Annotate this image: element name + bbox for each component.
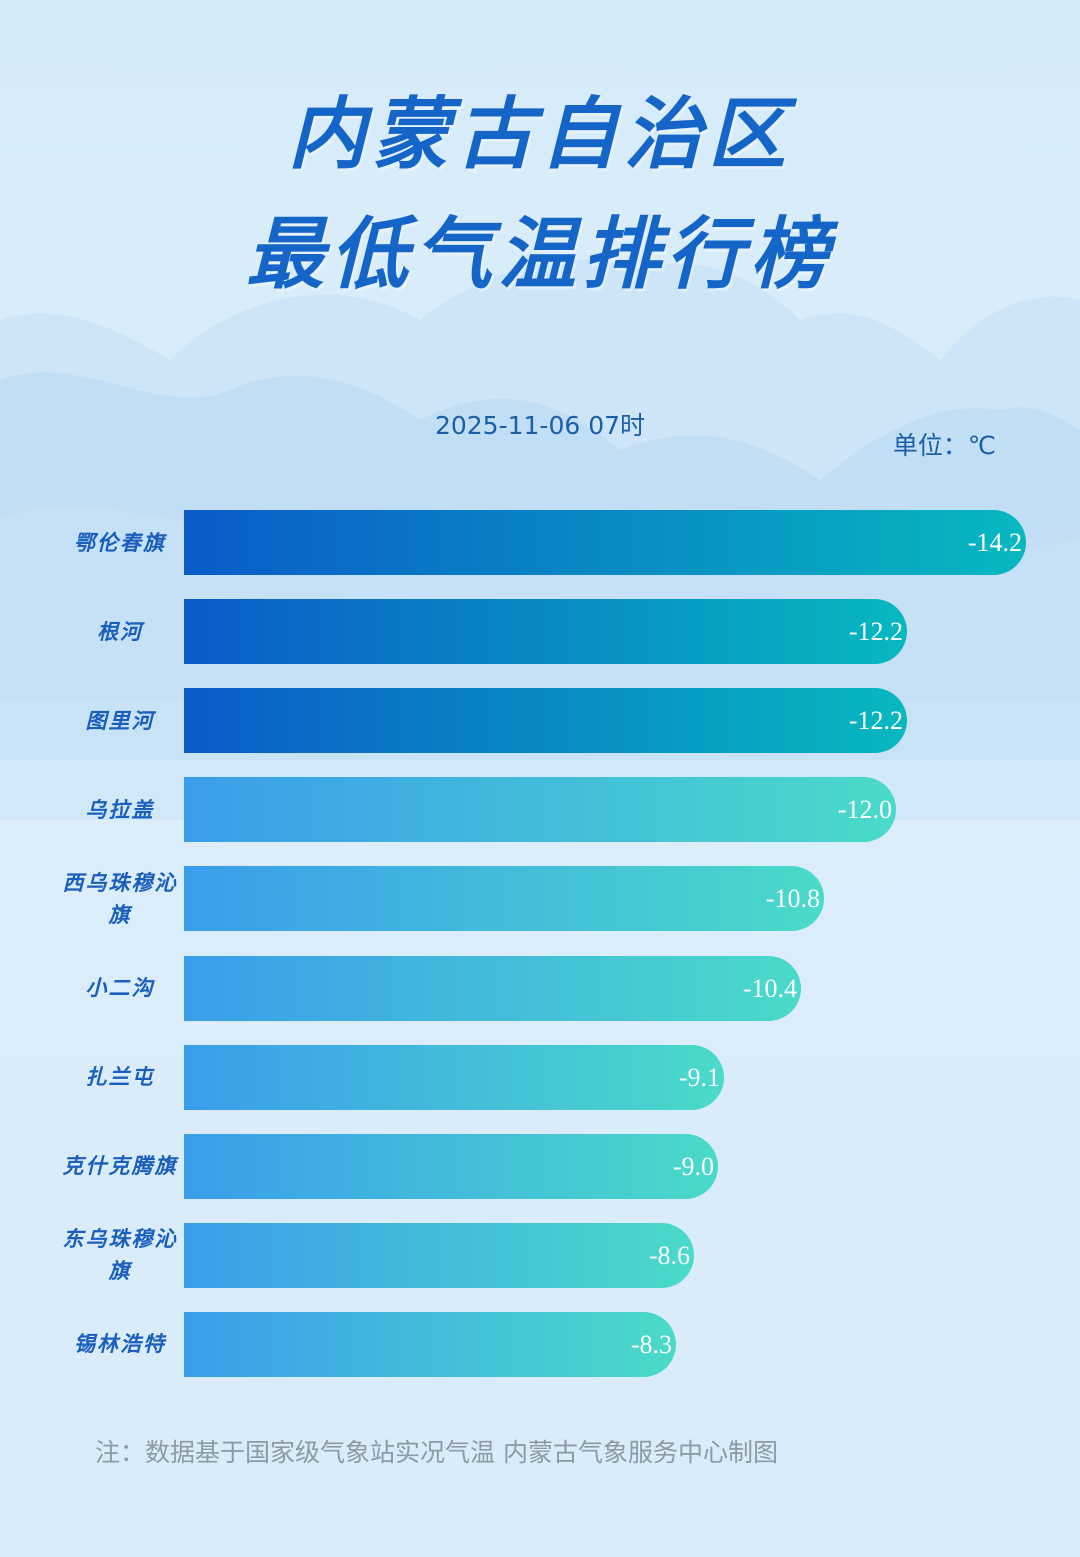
bar: -9.1: [184, 1044, 724, 1110]
bar-value-label: -14.2: [967, 528, 1022, 557]
bar-label: 根河: [97, 618, 143, 644]
bar-label: 乌拉盖: [85, 796, 155, 822]
chart-title-line-2: 最低气温排行榜: [245, 210, 834, 300]
bar-label: 西乌珠穆沁旗: [62, 869, 178, 927]
bar: -12.0: [184, 777, 896, 843]
bar: -12.2: [184, 599, 907, 665]
bar: -8.3: [184, 1311, 676, 1377]
bar-value-label: -10.8: [765, 884, 820, 914]
bar: -12.2: [184, 688, 907, 754]
footnote: 注：数据基于国家级气象站实况气温 内蒙古气象服务中心制图: [95, 1438, 778, 1467]
bar-value-label: -9.0: [672, 1151, 714, 1181]
bar-value-label: -9.1: [678, 1062, 720, 1092]
bar-label: 小二沟: [85, 975, 155, 1000]
bar: -14.2: [184, 510, 1026, 575]
bar-label: 锡林浩特: [74, 1331, 166, 1357]
bar: -10.8: [184, 866, 824, 932]
unit-label: 单位：℃: [892, 431, 996, 460]
bar-value-label: -8.3: [630, 1329, 672, 1359]
bar-label: 图里河: [85, 707, 155, 733]
bar: -8.6: [184, 1222, 694, 1288]
bar-value-label: -12.0: [837, 795, 892, 825]
chart-subtitle-datetime: 2025-11-06 07时: [434, 411, 646, 440]
bar-value-label: -12.2: [848, 617, 903, 647]
bar-label: 鄂伦春旗: [74, 529, 166, 555]
bar-label: 克什克腾旗: [62, 1153, 178, 1179]
bar-value-label: -10.4: [742, 973, 797, 1003]
bar-label: 扎兰屯: [85, 1064, 155, 1090]
bar: -9.0: [184, 1133, 718, 1199]
chart-title-line-1: 内蒙古自治区: [287, 90, 792, 180]
bar: -10.4: [184, 955, 801, 1021]
bar-value-label: -8.6: [648, 1240, 690, 1270]
bar-label: 东乌珠穆沁旗: [62, 1226, 178, 1284]
bar-value-label: -12.2: [848, 706, 903, 736]
